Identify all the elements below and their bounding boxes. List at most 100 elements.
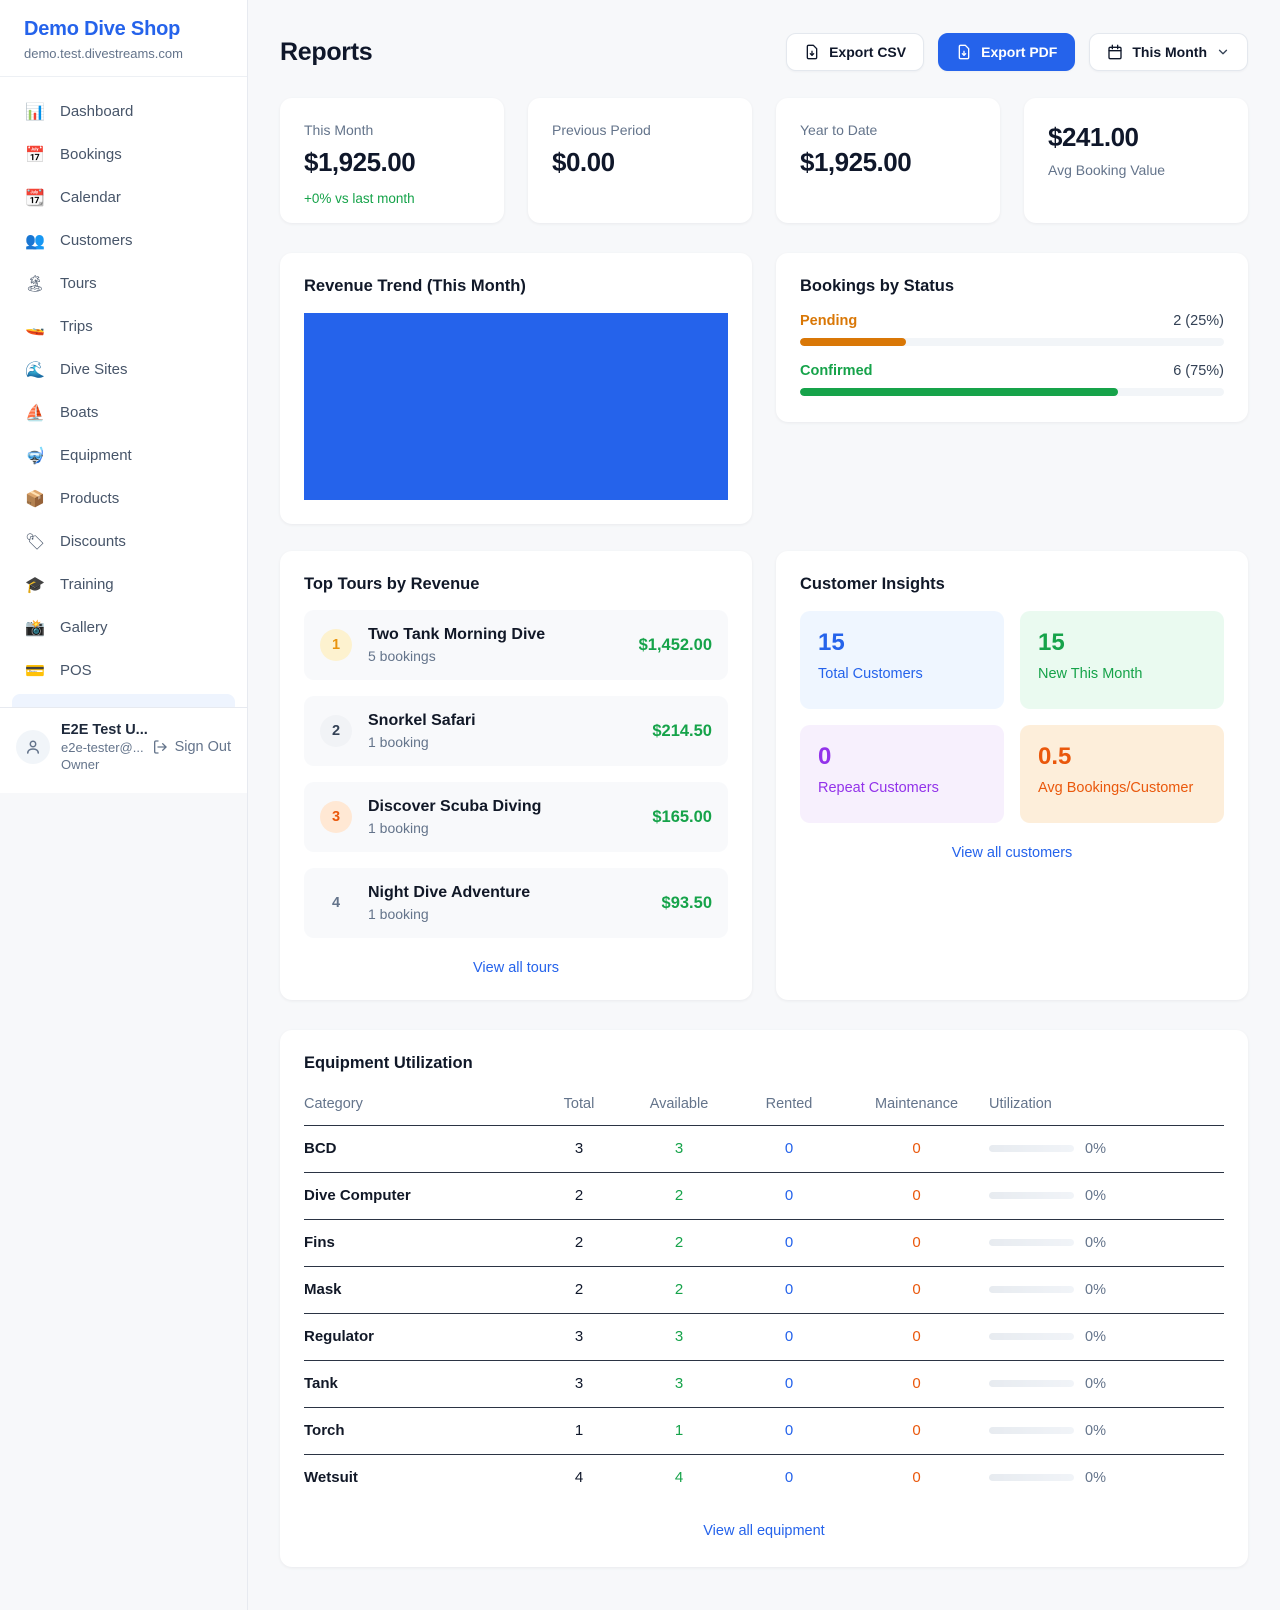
col-total: Total	[563, 1096, 595, 1112]
sidebar-item-gallery[interactable]: 📸 Gallery	[12, 606, 235, 649]
equipment-category: Fins	[304, 1234, 335, 1251]
insight-label: Avg Bookings/Customer	[1038, 780, 1194, 796]
bookings-by-status-card: Bookings by Status Pending 2 (25%)	[776, 253, 1248, 422]
equipment-row: Regulator 3 3 0 0 0%	[304, 1314, 1224, 1361]
view-all-equipment-link[interactable]: View all equipment	[703, 1523, 825, 1539]
insight-total-customers: 15 Total Customers	[800, 611, 1004, 709]
nav-item-icon: 📦	[25, 488, 45, 508]
tour-discover-scuba-diving[interactable]: 3 Discover Scuba Diving 1 booking $165.0…	[304, 782, 728, 852]
tour-two-tank-morning-dive[interactable]: 1 Two Tank Morning Dive 5 bookings $1,45…	[304, 610, 728, 680]
user-panel: E2E Test U... e2e-tester@... Owner Sign …	[0, 707, 247, 793]
tour-name: Snorkel Safari	[368, 712, 476, 729]
sidebar-item-training[interactable]: 🎓 Training	[12, 563, 235, 606]
page-header: Reports Export CSV Export PDF	[280, 33, 1248, 71]
status-value: 6 (75%)	[1173, 363, 1224, 379]
tour-amount: $214.50	[652, 721, 712, 740]
equipment-available: 3	[674, 1375, 684, 1392]
tour-amount: $1,452.00	[638, 635, 712, 654]
revenue-trend-chart	[304, 313, 728, 500]
nav-item-label: Customers	[60, 232, 133, 249]
revenue-trend-card: Revenue Trend (This Month)	[280, 253, 752, 524]
sidebar-item-customers[interactable]: 👥 Customers	[12, 219, 235, 262]
sign-out-button[interactable]: Sign Out	[152, 739, 231, 755]
sidebar-item-reports-partial[interactable]	[12, 694, 235, 707]
col-utilization: Utilization	[989, 1096, 1052, 1112]
stat-previous-period: Previous Period $0.00	[528, 98, 752, 223]
sidebar-item-dashboard[interactable]: 📊 Dashboard	[12, 90, 235, 133]
equipment-row: Dive Computer 2 2 0 0 0%	[304, 1173, 1224, 1220]
equipment-row: Wetsuit 4 4 0 0 0%	[304, 1455, 1224, 1501]
sidebar-item-equipment[interactable]: 🤿 Equipment	[12, 434, 235, 477]
nav-item-label: Bookings	[60, 146, 122, 163]
insight-value: 15	[1038, 629, 1065, 656]
sidebar-item-bookings[interactable]: 📅 Bookings	[12, 133, 235, 176]
export-csv-button[interactable]: Export CSV	[786, 33, 925, 71]
tour-bookings: 1 booking	[368, 734, 429, 750]
equipment-available: 4	[674, 1469, 684, 1486]
nav-item-icon: 📅	[25, 144, 45, 164]
rank-badge: 4	[331, 895, 341, 911]
nav-item-label: POS	[60, 662, 92, 679]
stat-cards: This Month $1,925.00 +0% vs last month P…	[280, 98, 1248, 223]
tour-bookings: 1 booking	[368, 906, 429, 922]
header-actions: Export CSV Export PDF This Month	[786, 33, 1248, 71]
status-value: 2 (25%)	[1173, 313, 1224, 329]
equipment-rented: 0	[784, 1328, 794, 1345]
tour-bookings: 1 booking	[368, 820, 429, 836]
equipment-total: 3	[574, 1140, 584, 1157]
stat-label: Year to Date	[800, 122, 878, 138]
nav-item-icon: 📊	[25, 101, 45, 121]
tour-night-dive-adventure[interactable]: 4 Night Dive Adventure 1 booking $93.50	[304, 868, 728, 938]
sidebar-item-dive-sites[interactable]: 🌊 Dive Sites	[12, 348, 235, 391]
utilization-percent: 0%	[1085, 1187, 1106, 1204]
stat-this-month: This Month $1,925.00 +0% vs last month	[280, 98, 504, 223]
equipment-maintenance: 0	[912, 1328, 921, 1345]
avatar	[16, 730, 50, 764]
utilization-percent: 0%	[1085, 1234, 1106, 1251]
insight-label: Total Customers	[818, 666, 923, 682]
sidebar-item-products[interactable]: 📦 Products	[12, 477, 235, 520]
brand-header: Demo Dive Shop demo.test.divestreams.com	[0, 0, 247, 77]
sign-out-icon	[153, 740, 167, 754]
equipment-total: 3	[574, 1328, 584, 1345]
nav-item-label: Tours	[60, 275, 97, 292]
equipment-category: Torch	[304, 1422, 345, 1439]
status-label: Confirmed	[800, 363, 873, 379]
sidebar-item-trips[interactable]: 🚤 Trips	[12, 305, 235, 348]
view-all-tours-link[interactable]: View all tours	[473, 960, 559, 976]
equipment-maintenance: 0	[912, 1234, 921, 1251]
export-pdf-button[interactable]: Export PDF	[938, 33, 1076, 71]
equipment-total: 2	[574, 1281, 584, 1298]
nav-item-label: Boats	[60, 404, 99, 421]
insight-avg-bookings: 0.5 Avg Bookings/Customer	[1020, 725, 1224, 823]
sidebar-item-pos[interactable]: 💳 POS	[12, 649, 235, 692]
stat-avg-booking-value: $241.00 Avg Booking Value	[1024, 98, 1248, 223]
utilization-bar	[989, 1474, 1074, 1481]
status-progress-track	[800, 388, 1224, 396]
stat-label: Previous Period	[552, 122, 651, 138]
equipment-available: 2	[674, 1234, 684, 1251]
equipment-category: BCD	[304, 1140, 337, 1157]
period-dropdown[interactable]: This Month	[1089, 33, 1248, 71]
stat-value: $241.00	[1048, 122, 1139, 152]
equipment-row: Mask 2 2 0 0 0%	[304, 1267, 1224, 1314]
col-maintenance: Maintenance	[874, 1096, 959, 1112]
view-all-customers-link[interactable]: View all customers	[951, 845, 1073, 861]
utilization-bar	[989, 1239, 1074, 1246]
equipment-rented: 0	[784, 1422, 794, 1439]
stat-label: Avg Booking Value	[1048, 162, 1166, 178]
tour-snorkel-safari[interactable]: 2 Snorkel Safari 1 booking $214.50	[304, 696, 728, 766]
sidebar-item-calendar[interactable]: 📆 Calendar	[12, 176, 235, 219]
sidebar-item-tours[interactable]: 🏝 Tours	[12, 262, 235, 305]
stat-year-to-date: Year to Date $1,925.00	[776, 98, 1000, 223]
stat-value: $0.00	[552, 147, 615, 177]
status-progress-fill	[800, 388, 1118, 396]
equipment-rented: 0	[784, 1375, 794, 1392]
tour-list: 1 Two Tank Morning Dive 5 bookings $1,45…	[304, 610, 728, 938]
file-download-icon	[958, 44, 970, 60]
calendar-icon	[1108, 44, 1123, 60]
insight-new-this-month: 15 New This Month	[1020, 611, 1224, 709]
sidebar-item-discounts[interactable]: 🏷 Discounts	[12, 520, 235, 563]
sidebar-item-boats[interactable]: ⛵ Boats	[12, 391, 235, 434]
charts-row: Revenue Trend (This Month) Bookings by S…	[280, 253, 1248, 524]
